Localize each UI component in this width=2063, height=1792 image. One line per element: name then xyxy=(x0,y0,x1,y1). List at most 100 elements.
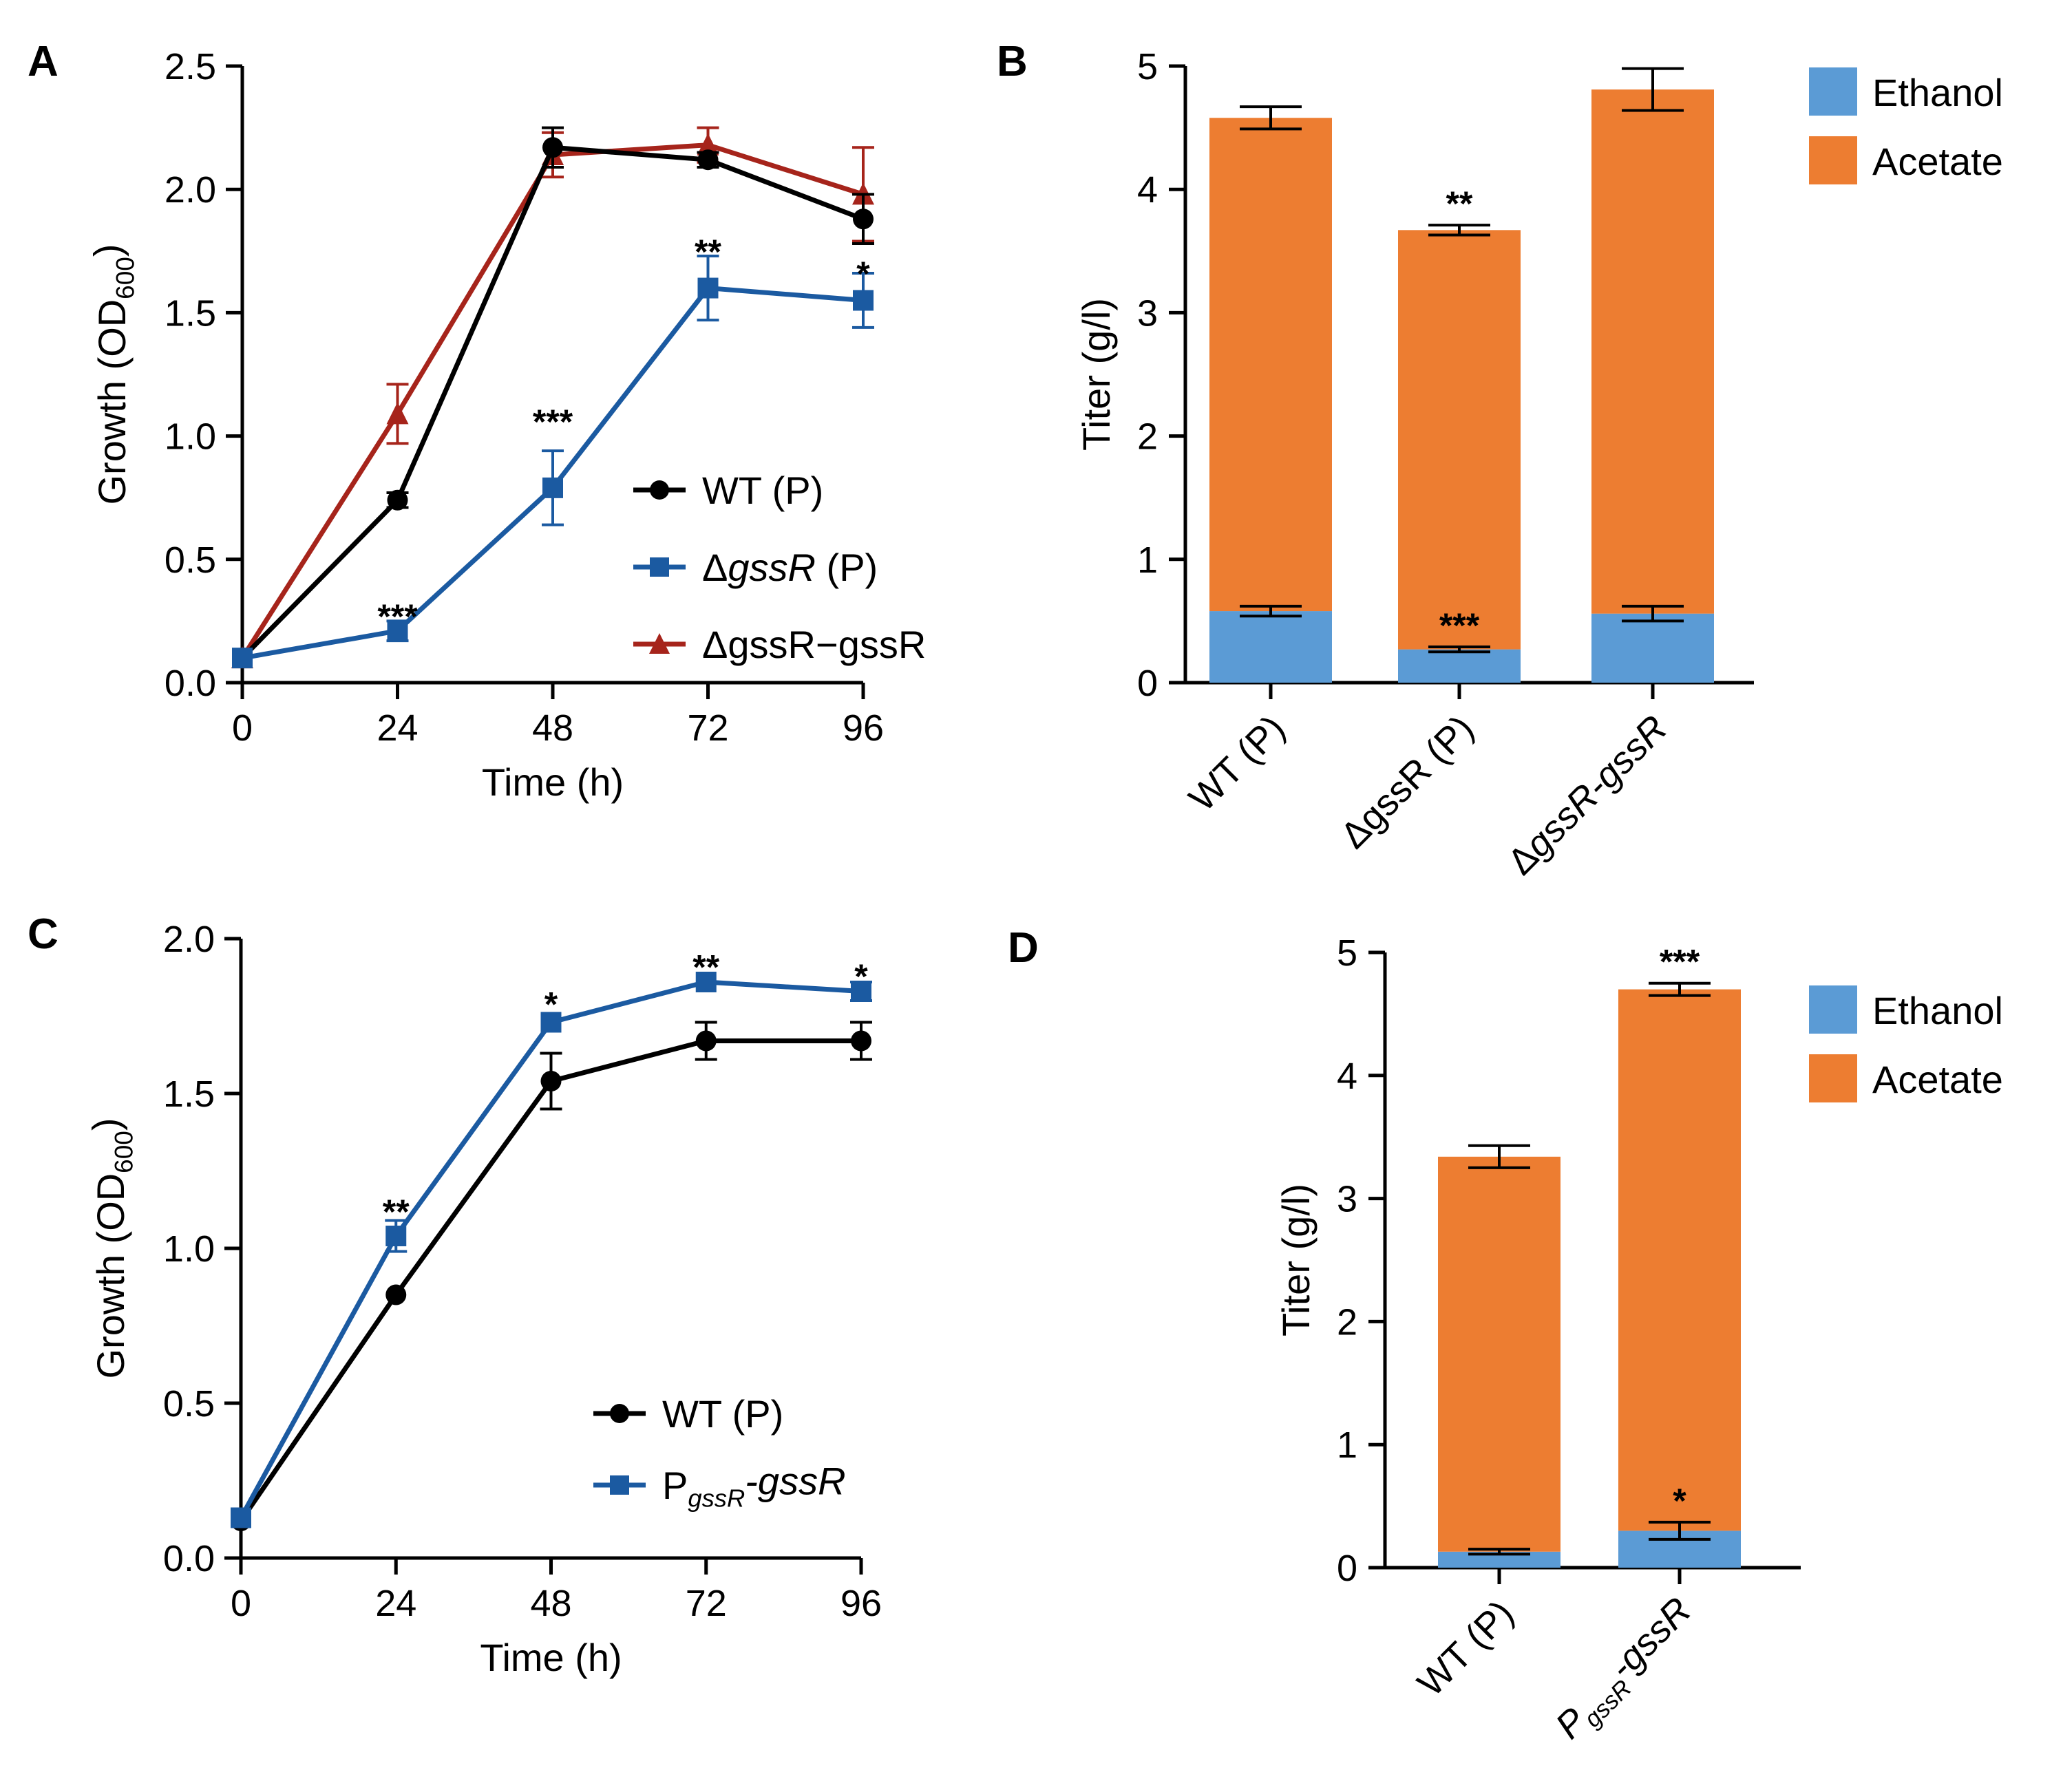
y-axis-title-part: 600 xyxy=(110,1131,138,1173)
x-tick-label: 72 xyxy=(687,707,728,749)
legend-label-part: P xyxy=(662,1464,688,1507)
data-point-marker xyxy=(232,648,253,669)
y-tick-label: 3 xyxy=(1137,292,1158,334)
y-axis-title: Titer (g/l) xyxy=(1274,1184,1318,1336)
y-tick-label: 0.5 xyxy=(165,540,216,581)
y-tick-label: 1.5 xyxy=(163,1074,215,1115)
y-tick-label: 5 xyxy=(1337,932,1357,974)
x-tick-label: 0 xyxy=(232,707,253,749)
panel-c-growth-chart: C 0.0 0.5 1.0 1.5 2.0 0 24 48 72 96 Time (h) Growth … xyxy=(28,910,882,1679)
y-tick-label: 0 xyxy=(1137,663,1158,704)
x-category-label: PgssR-gssR xyxy=(1545,1590,1706,1751)
significance-label: * xyxy=(1673,1482,1686,1520)
legend-label-part: Δ xyxy=(702,546,728,589)
panel-b-titer-chart: B 0 1 2 3 4 5 Titer (g/l) WT (P) ΔgssR (P)ΔgssR-g… xyxy=(997,38,2003,883)
legend-entry: Acetate xyxy=(1809,1054,2003,1102)
legend-entry: PgssR-gssR xyxy=(593,1460,846,1513)
bar-acetate xyxy=(1438,1156,1561,1552)
bar-stack xyxy=(1209,105,1332,683)
legend-entry: WT (P) xyxy=(593,1392,783,1436)
y-axis-title: Growth (OD600) xyxy=(85,1118,138,1378)
legend-entry: Acetate xyxy=(1809,136,2003,184)
y-tick-label: 1.0 xyxy=(163,1228,215,1270)
significance-label: * xyxy=(854,957,868,996)
x-tick-label: 96 xyxy=(843,707,884,749)
data-point-marker xyxy=(540,1012,562,1033)
bar-stack xyxy=(1438,1144,1561,1568)
series-2 xyxy=(232,254,874,669)
x-tick-label: 24 xyxy=(375,1583,416,1624)
y-tick-label: 2 xyxy=(1137,416,1158,458)
significance-label: *** xyxy=(1660,943,1700,981)
legend-label-part: -gssR xyxy=(745,1460,845,1503)
data-point-marker xyxy=(697,149,719,171)
panel-letter: B xyxy=(997,38,1028,85)
data-point-marker xyxy=(851,1030,871,1052)
legend-swatch xyxy=(1809,985,1857,1034)
y-tick-label: 1 xyxy=(1337,1425,1357,1466)
bar-acetate xyxy=(1398,230,1521,650)
legend-label: ΔgssR (P) xyxy=(702,546,878,589)
x-axis-title: Time (h) xyxy=(480,1636,622,1679)
y-tick-label: 4 xyxy=(1337,1056,1357,1097)
legend-entry: WT (P) xyxy=(633,469,823,512)
legend-label: WT (P) xyxy=(702,469,823,512)
legend-label-part: WT (P) xyxy=(702,469,823,512)
legend-label-part: Δ xyxy=(702,623,728,666)
data-point-marker xyxy=(610,1404,629,1423)
bar-acetate xyxy=(1618,989,1741,1531)
legend-entry: Ethanol xyxy=(1809,67,2003,116)
y-tick-label: 2.0 xyxy=(163,919,215,960)
legend-label: PgssR-gssR xyxy=(662,1460,846,1513)
y-tick-label: 2.5 xyxy=(165,46,216,87)
x-tick-label: 96 xyxy=(840,1583,882,1624)
y-tick-label: 0.0 xyxy=(165,663,216,704)
significance-label: * xyxy=(544,985,558,1024)
y-tick-label: 0.0 xyxy=(163,1538,215,1579)
x-category-label-part: gssR (P) xyxy=(1351,707,1482,839)
bar-stack xyxy=(1618,981,1741,1568)
legend-label: Acetate xyxy=(1872,1058,2003,1101)
significance-label: ** xyxy=(383,1193,410,1231)
y-tick-label: 1.0 xyxy=(165,416,216,458)
y-tick-label: 1 xyxy=(1137,540,1158,581)
bar-stack xyxy=(1398,224,1521,683)
data-point-marker xyxy=(542,137,563,158)
y-axis-title-part: 600 xyxy=(112,257,140,299)
x-category-label: ΔgssR-gssR xyxy=(1500,707,1675,883)
legend-label: Ethanol xyxy=(1872,71,2003,114)
x-tick-label: 72 xyxy=(686,1583,727,1624)
legend-label-part: (P) xyxy=(816,546,878,589)
y-axis-title-part: ) xyxy=(85,1118,128,1131)
y-axis-title-part: ) xyxy=(86,244,129,257)
y-tick-label: 3 xyxy=(1337,1179,1357,1220)
y-tick-label: 2 xyxy=(1337,1301,1357,1343)
data-point-marker xyxy=(697,133,719,156)
x-tick-label: 48 xyxy=(530,1583,571,1624)
bar-acetate xyxy=(1209,118,1332,612)
x-category-label-part: gssR-gssR xyxy=(1517,707,1675,865)
significance-label: *** xyxy=(377,597,418,636)
bar-stack xyxy=(1591,67,1714,683)
y-axis-title: Titer (g/l) xyxy=(1075,298,1118,451)
data-point-marker xyxy=(697,277,719,299)
significance-label: *** xyxy=(1439,606,1480,645)
y-tick-label: 4 xyxy=(1137,169,1158,211)
x-tick-label: 0 xyxy=(231,1583,251,1624)
legend-entry: Ethanol xyxy=(1809,985,2003,1034)
legend-label: Acetate xyxy=(1872,140,2003,183)
legend-label-part: WT (P) xyxy=(662,1392,783,1436)
significance-label: ** xyxy=(1446,184,1473,223)
legend-label-part: gssR xyxy=(728,546,816,589)
data-point-marker xyxy=(851,981,871,1002)
x-category-label: ΔgssR (P) xyxy=(1333,707,1481,856)
data-point-marker xyxy=(649,633,670,654)
y-axis-title: Growth (OD600) xyxy=(86,244,140,504)
data-point-marker xyxy=(650,557,669,577)
data-point-marker xyxy=(231,1507,251,1528)
y-tick-label: 5 xyxy=(1137,46,1158,87)
legend-swatch xyxy=(1809,67,1857,116)
significance-label: * xyxy=(856,255,870,293)
legend-label: WT (P) xyxy=(662,1392,783,1436)
